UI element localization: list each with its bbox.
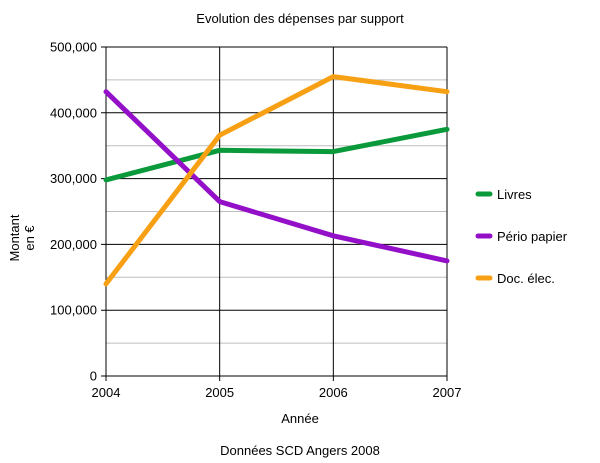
- series-line-p-rio-papier: [103, 89, 450, 264]
- y-tick-label: 400,000: [50, 105, 97, 120]
- legend-label: Livres: [497, 187, 532, 202]
- x-tick-labels: 2004 2005 2006 2007: [92, 385, 462, 400]
- y-tick-label: 300,000: [50, 171, 97, 186]
- x-tick-label: 2004: [92, 385, 121, 400]
- series-line-livres: [103, 126, 450, 183]
- legend-label: Pério papier: [497, 229, 568, 244]
- y-tick-label: 200,000: [50, 237, 97, 252]
- x-axis-label: Année: [281, 411, 319, 426]
- y-tick-label: 100,000: [50, 303, 97, 318]
- chart-title: Evolution des dépenses par support: [196, 11, 404, 26]
- x-tick-label: 2005: [205, 385, 234, 400]
- series-lines: [103, 74, 450, 287]
- y-tick-label: 0: [90, 369, 97, 384]
- x-tick-label: 2006: [319, 385, 348, 400]
- y-tick-labels: 0 100,000 200,000 300,000 400,000 500,000: [50, 40, 97, 384]
- major-gridlines: [101, 46, 448, 381]
- series-line-doc-lec: [103, 74, 450, 287]
- minor-gridlines: [106, 79, 447, 344]
- y-tick-label: 500,000: [50, 40, 97, 55]
- legend-label: Doc. élec.: [497, 271, 555, 286]
- y-axis-label-line2: en €: [22, 225, 37, 251]
- legend: Livres Pério papier Doc. élec.: [475, 187, 568, 286]
- y-axis-label-line1: Montant: [7, 214, 22, 261]
- x-tick-label: 2007: [433, 385, 462, 400]
- chart-caption: Données SCD Angers 2008: [220, 443, 380, 458]
